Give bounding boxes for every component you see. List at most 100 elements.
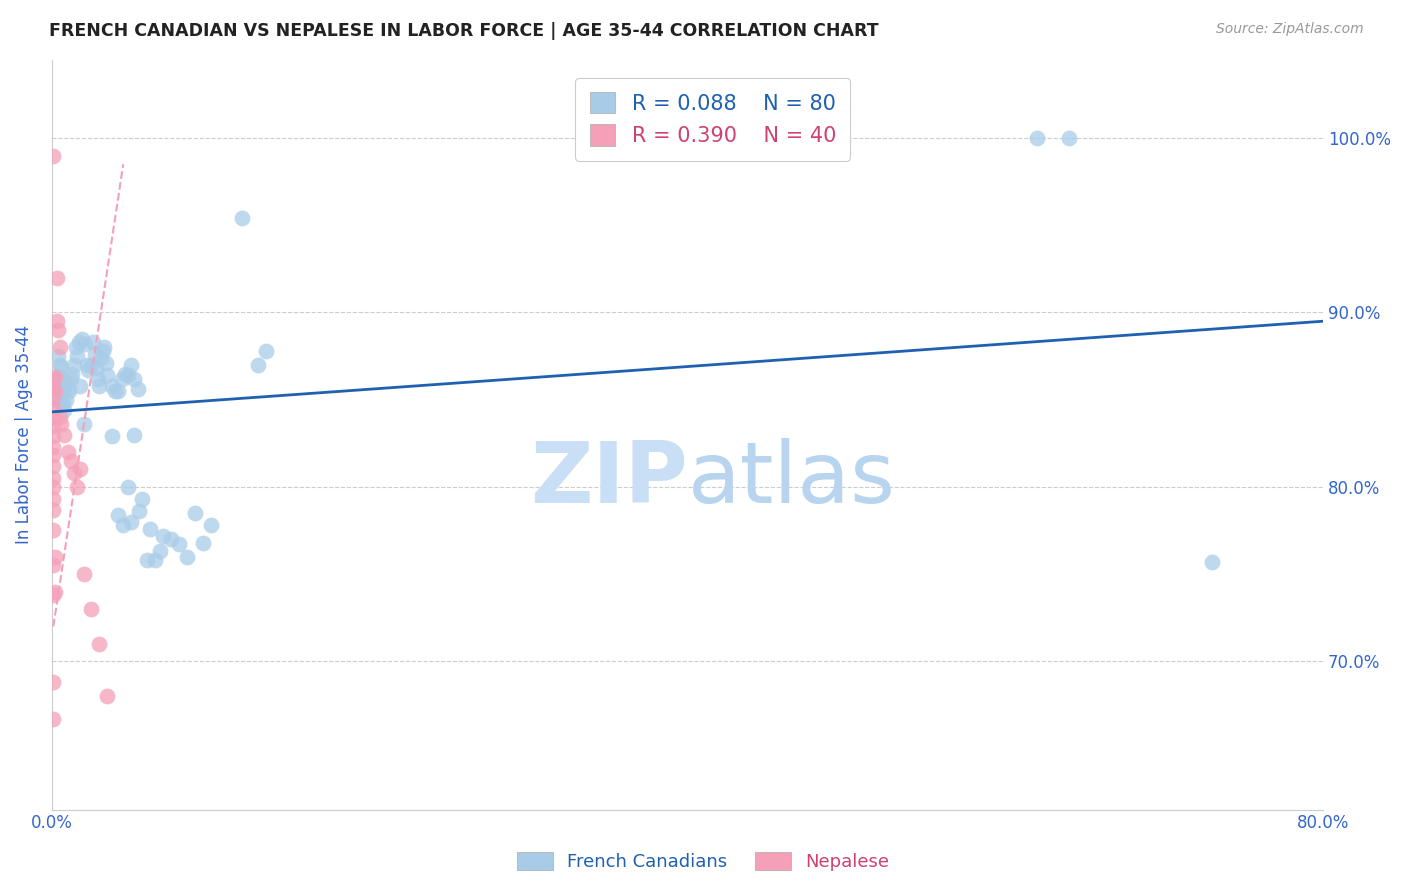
Point — [120, 515, 142, 529]
Point — [42, 712, 65, 726]
Point — [184, 506, 207, 520]
Point — [42, 372, 65, 386]
Point — [139, 522, 162, 536]
Point — [107, 384, 129, 398]
Point — [48, 410, 70, 425]
Point — [91, 343, 114, 358]
Point — [247, 358, 270, 372]
Point — [83, 347, 105, 361]
Point — [46, 349, 69, 363]
Point — [96, 689, 118, 703]
Point — [152, 529, 174, 543]
Point — [52, 396, 75, 410]
Point — [59, 372, 82, 386]
Point — [77, 363, 100, 377]
Point — [75, 337, 97, 351]
Point — [191, 535, 214, 549]
Point — [84, 361, 107, 376]
Point — [42, 449, 65, 463]
Point — [46, 372, 69, 386]
Point — [53, 403, 76, 417]
Point — [42, 429, 65, 443]
Point — [668, 131, 690, 145]
Legend: French Canadians, Nepalese: French Canadians, Nepalese — [509, 845, 897, 879]
Legend: R = 0.088    N = 80, R = 0.390    N = 40: R = 0.088 N = 80, R = 0.390 N = 40 — [575, 78, 851, 161]
Point — [82, 335, 104, 350]
Point — [42, 558, 65, 573]
Point — [652, 131, 675, 145]
Point — [89, 378, 111, 392]
Point — [69, 462, 91, 476]
Point — [42, 471, 65, 485]
Point — [42, 391, 65, 405]
Point — [605, 131, 627, 145]
Point — [93, 340, 115, 354]
Point — [42, 148, 65, 162]
Point — [42, 502, 65, 516]
Point — [51, 396, 73, 410]
Point — [51, 370, 73, 384]
Point — [44, 384, 66, 398]
Point — [55, 376, 77, 390]
Text: Source: ZipAtlas.com: Source: ZipAtlas.com — [1216, 22, 1364, 37]
Point — [52, 374, 75, 388]
Text: ZIP: ZIP — [530, 438, 688, 521]
Point — [101, 378, 124, 392]
Point — [94, 356, 117, 370]
Point — [136, 553, 159, 567]
Point — [70, 332, 93, 346]
Point — [53, 427, 76, 442]
Point — [42, 401, 65, 416]
Point — [42, 382, 65, 396]
Y-axis label: In Labor Force | Age 35-44: In Labor Force | Age 35-44 — [15, 325, 32, 544]
Point — [63, 358, 86, 372]
Point — [48, 340, 70, 354]
Point — [48, 384, 70, 398]
Point — [76, 358, 98, 372]
Point — [45, 382, 67, 396]
Point — [128, 504, 150, 518]
Point — [66, 480, 89, 494]
Point — [104, 384, 127, 398]
Point — [1057, 131, 1080, 145]
Point — [1201, 555, 1223, 569]
Point — [90, 351, 112, 365]
Point — [72, 417, 94, 431]
Point — [62, 367, 84, 381]
Point — [48, 358, 70, 372]
Point — [55, 392, 77, 407]
Point — [45, 314, 67, 328]
Point — [176, 549, 198, 564]
Point — [42, 524, 65, 538]
Point — [53, 378, 76, 392]
Point — [56, 445, 79, 459]
Point — [111, 372, 134, 386]
Point — [45, 270, 67, 285]
Point — [46, 323, 69, 337]
Point — [167, 537, 190, 551]
Point — [59, 454, 82, 468]
Point — [51, 385, 73, 400]
Point — [254, 343, 277, 358]
Point — [42, 480, 65, 494]
Text: FRENCH CANADIAN VS NEPALESE IN LABOR FORCE | AGE 35-44 CORRELATION CHART: FRENCH CANADIAN VS NEPALESE IN LABOR FOR… — [49, 22, 879, 40]
Point — [101, 429, 124, 443]
Point — [124, 372, 146, 386]
Point — [114, 367, 136, 381]
Point — [149, 544, 172, 558]
Point — [628, 131, 651, 145]
Point — [44, 549, 66, 564]
Point — [120, 358, 142, 372]
Point — [42, 675, 65, 690]
Point — [48, 372, 70, 386]
Point — [117, 480, 139, 494]
Point — [112, 518, 135, 533]
Point — [87, 372, 110, 386]
Point — [52, 382, 75, 396]
Point — [69, 378, 91, 392]
Point — [613, 131, 636, 145]
Point — [160, 532, 183, 546]
Point — [231, 211, 253, 226]
Point — [117, 368, 139, 383]
Point — [66, 349, 89, 363]
